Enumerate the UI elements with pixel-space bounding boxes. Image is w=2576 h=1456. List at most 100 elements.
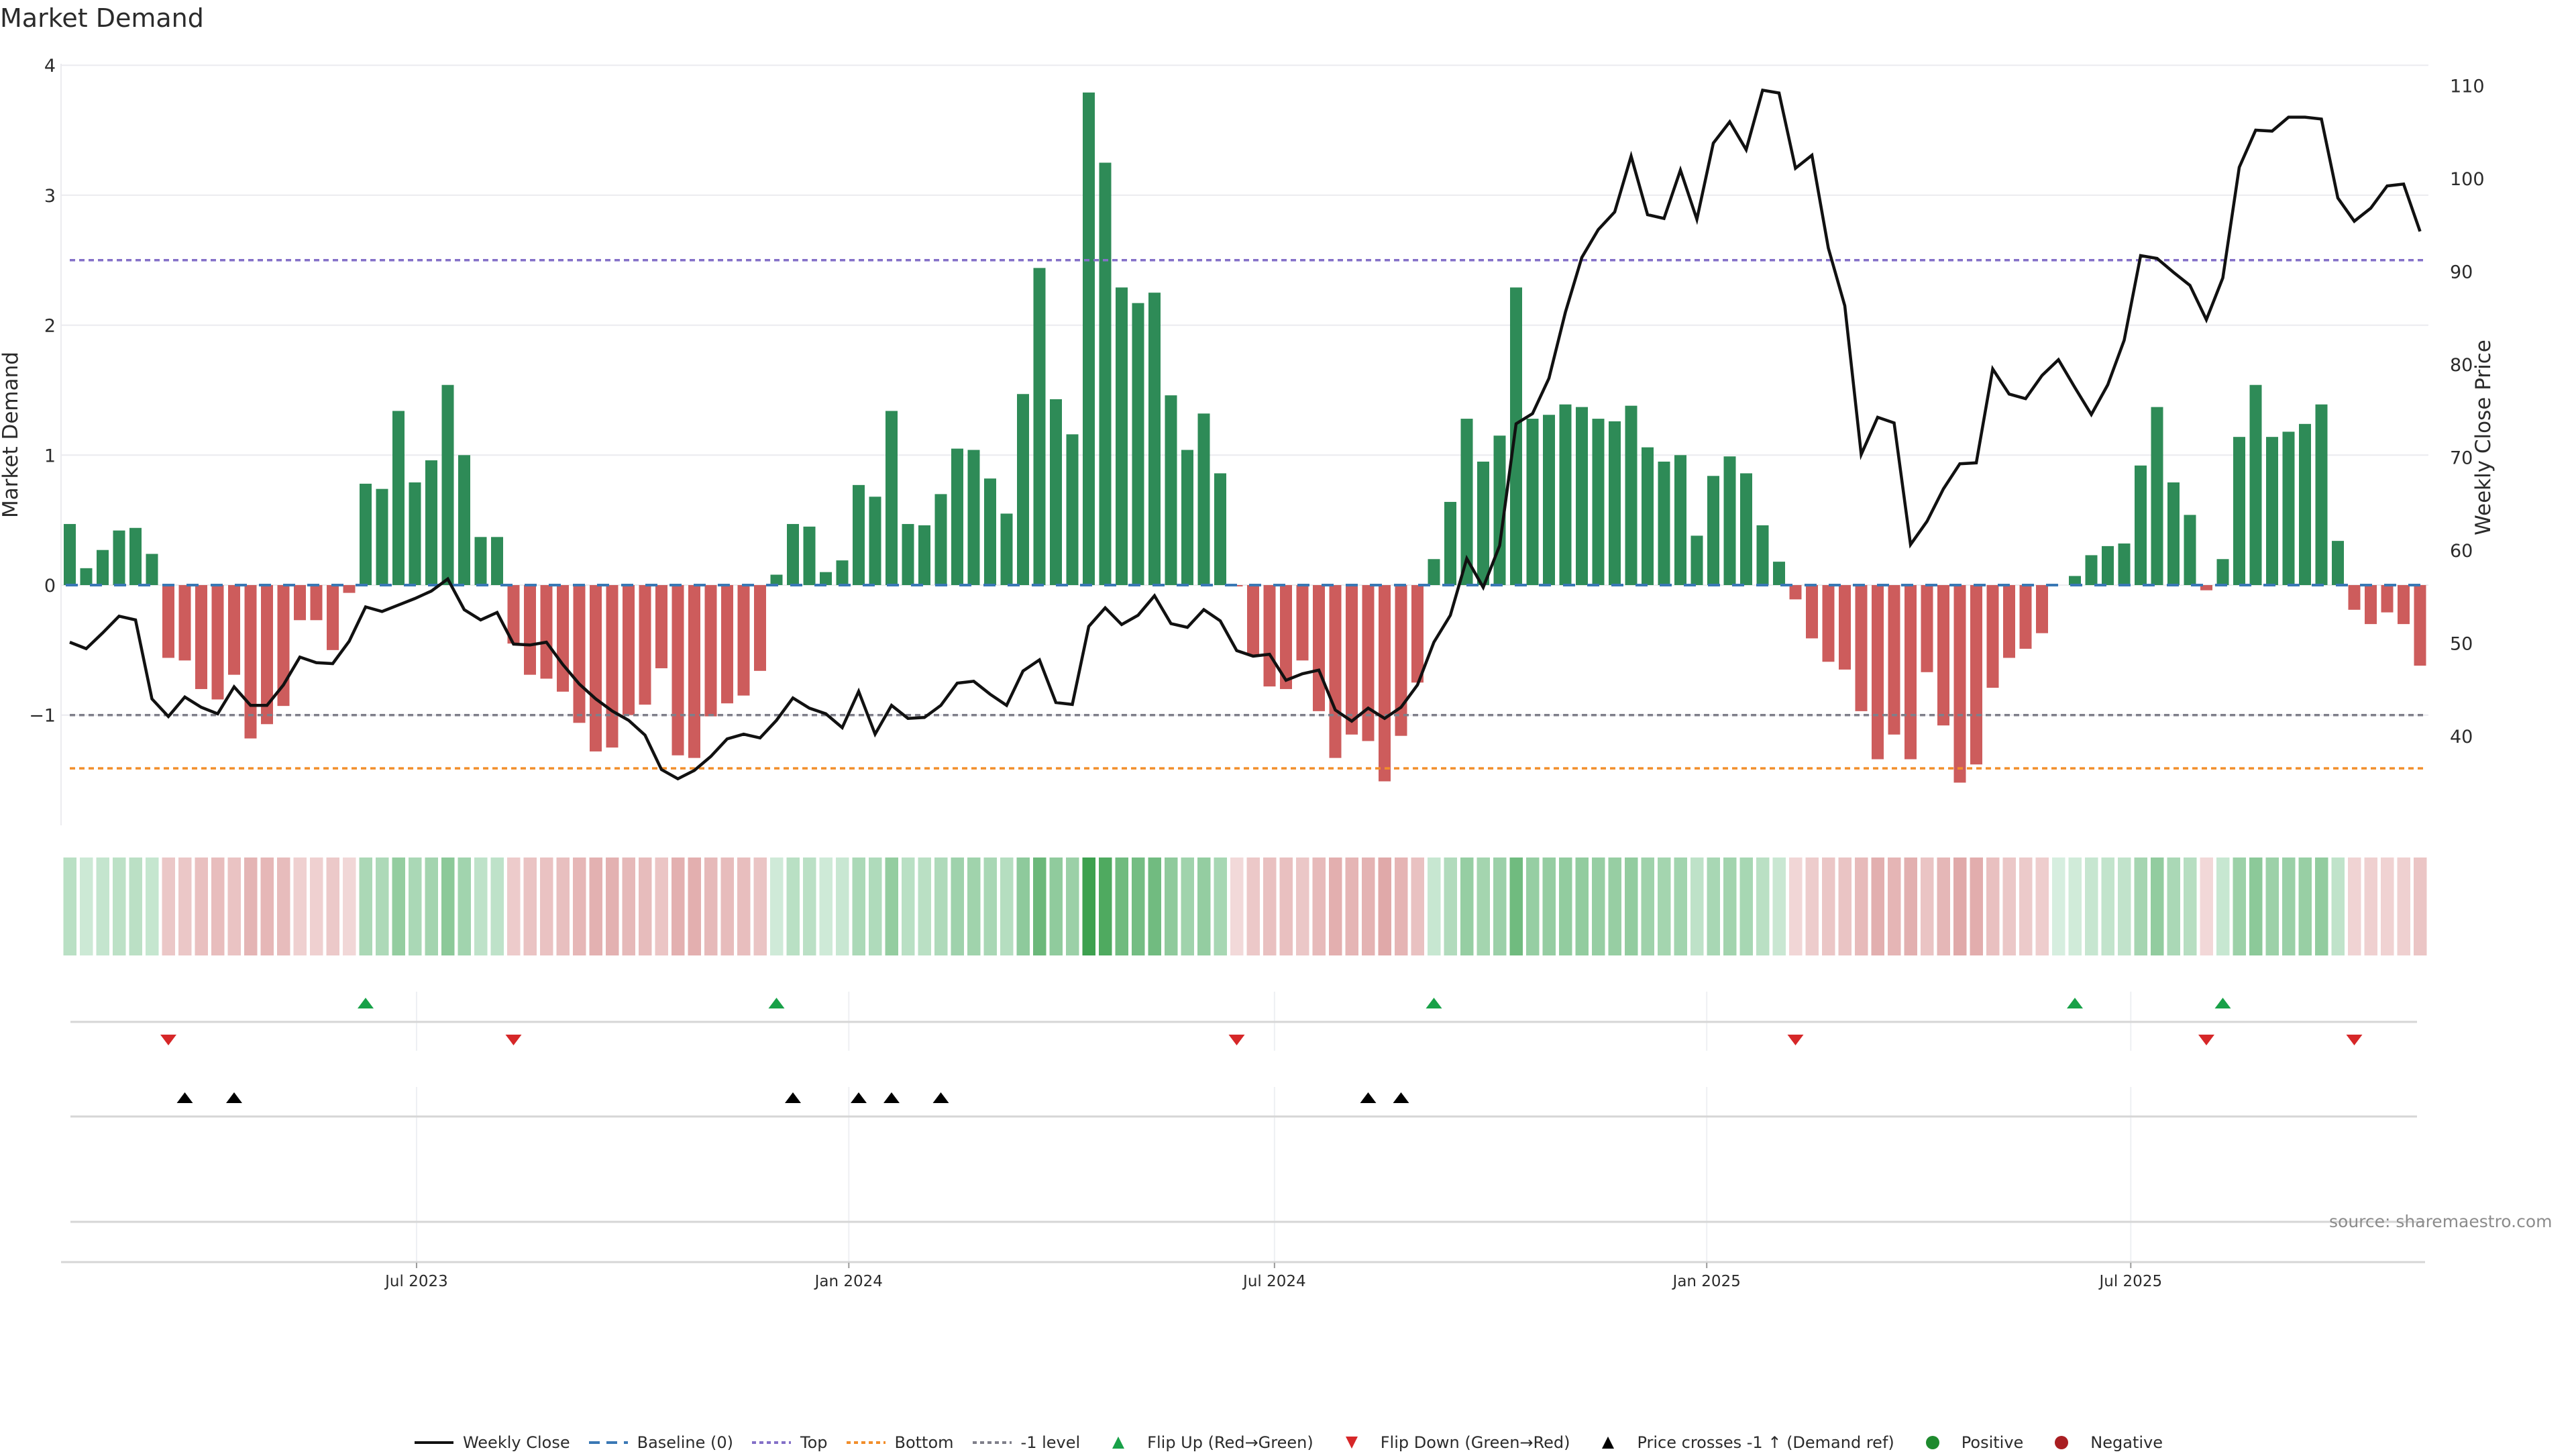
heatmap-cell xyxy=(770,857,784,955)
heatmap-cell xyxy=(2101,857,2114,955)
heatmap-cell xyxy=(1542,857,1556,955)
bar-positive xyxy=(984,478,996,585)
bar-negative xyxy=(1411,585,1424,683)
price-cross-marker xyxy=(932,1092,949,1103)
bar-positive xyxy=(1642,447,1654,585)
dot-icon xyxy=(2055,1436,2069,1449)
bar-positive xyxy=(1658,461,1670,585)
bar-positive xyxy=(1576,407,1588,585)
bar-positive xyxy=(1493,435,1506,585)
heatmap-cell xyxy=(1165,857,1178,955)
event-markers xyxy=(160,998,2363,1103)
heatmap-cell xyxy=(277,857,290,955)
heatmap-cell xyxy=(359,857,372,955)
bar-negative xyxy=(524,585,536,675)
bar-positive xyxy=(80,568,93,585)
bar-positive xyxy=(1444,502,1456,585)
weekly-close-line xyxy=(69,88,2422,781)
heatmap-cell xyxy=(1772,857,1786,955)
bar-positive xyxy=(2249,384,2262,585)
bar-negative xyxy=(721,585,733,704)
bar-negative xyxy=(1329,585,1342,758)
bar-negative xyxy=(2414,585,2426,666)
bar-negative xyxy=(1263,585,1276,687)
heatmap-cell xyxy=(1739,857,1753,955)
bar-negative xyxy=(737,585,750,696)
heatmap-cell xyxy=(2085,857,2098,955)
bar-positive xyxy=(1543,415,1555,585)
bar-negative xyxy=(1379,585,1391,782)
bar-positive xyxy=(2135,465,2147,585)
heatmap-cell xyxy=(2052,857,2065,955)
heatmap-cell xyxy=(1921,857,1934,955)
heatmap-cell xyxy=(1493,857,1507,955)
heatmap-cell xyxy=(1575,857,1589,955)
bar-positive xyxy=(1740,473,1752,585)
right-axis-title: Weekly Close Price xyxy=(2471,340,2496,535)
flip-up-marker xyxy=(358,998,374,1008)
heatmap-cell xyxy=(162,857,175,955)
y-tick-label: 2 xyxy=(44,316,56,337)
bar-negative xyxy=(195,585,207,689)
x-tick-label: Jul 2023 xyxy=(384,1273,448,1290)
heatmap-cell xyxy=(688,857,701,955)
dotted-line-icon xyxy=(972,1441,1012,1444)
bar-positive xyxy=(2102,545,2114,585)
heatmap-cell xyxy=(1608,857,1621,955)
heatmap-cell xyxy=(1592,857,1605,955)
bar-positive xyxy=(885,411,898,585)
bar-positive xyxy=(146,554,158,585)
heatmap-cell xyxy=(2364,857,2377,955)
heatmap-cell xyxy=(918,857,931,955)
bar-positive xyxy=(1214,473,1226,585)
heatmap-cell xyxy=(786,857,800,955)
bar-positive xyxy=(1165,395,1177,585)
bar-negative xyxy=(1806,585,1818,639)
bar-negative xyxy=(2348,585,2361,610)
heatmap-cell xyxy=(1674,857,1687,955)
x-tick-label: Jan 2024 xyxy=(814,1273,883,1290)
heatmap-cell xyxy=(1181,857,1194,955)
heatmap-cell xyxy=(1033,857,1046,955)
heatmap-cell xyxy=(441,857,455,955)
bar-negative xyxy=(704,585,717,717)
bar-negative xyxy=(1888,585,1900,735)
heatmap-cell xyxy=(2167,857,2180,955)
bar-positive xyxy=(2216,559,2229,585)
heatmap-cell xyxy=(2298,857,2312,955)
bar-negative xyxy=(1970,585,1982,765)
heatmap-cell xyxy=(1246,857,1260,955)
bar-positive xyxy=(2266,437,2278,585)
heatmap-cell xyxy=(1263,857,1277,955)
heatmap-cell xyxy=(852,857,865,955)
bar-negative xyxy=(1855,585,1868,711)
price-cross-marker xyxy=(785,1092,801,1103)
flip-up-marker xyxy=(1426,998,1442,1008)
heatmap-cell xyxy=(2035,857,2049,955)
bar-positive xyxy=(902,523,914,585)
x-tick-label: Jan 2025 xyxy=(1672,1273,1741,1290)
legend-item: Positive xyxy=(1912,1433,2023,1453)
heatmap-cell xyxy=(310,857,323,955)
legend-label: Top xyxy=(800,1433,828,1452)
heatmap-cell xyxy=(2249,857,2263,955)
bar-negative xyxy=(2003,585,2015,658)
heatmap-cell xyxy=(1411,857,1424,955)
heatmap-cell xyxy=(490,857,504,955)
price-cross-marker xyxy=(176,1092,193,1103)
bar-negative xyxy=(639,585,651,705)
heatmap-cell xyxy=(2019,857,2033,955)
bar-positive xyxy=(2151,407,2163,585)
event-rows-gridlines xyxy=(70,992,2425,1262)
heatmap-cell xyxy=(951,857,964,955)
heatmap-cell xyxy=(2216,857,2230,955)
heatmap-cell xyxy=(1707,857,1720,955)
heatmap-cell xyxy=(1658,857,1671,955)
bar-positive xyxy=(1460,419,1473,585)
heatmap-cell xyxy=(2151,857,2164,955)
y2-tick-label: 90 xyxy=(2450,262,2473,283)
heatmap-cell xyxy=(2184,857,2197,955)
price-cross-marker xyxy=(226,1092,242,1103)
heatmap-cell xyxy=(113,857,126,955)
heatmap-cell xyxy=(556,857,570,955)
